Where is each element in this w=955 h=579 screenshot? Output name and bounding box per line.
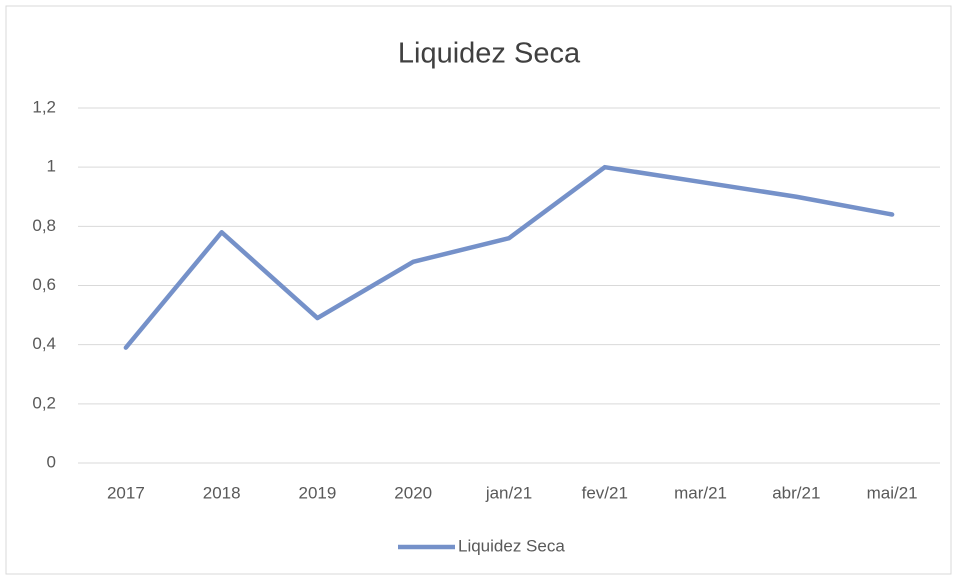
chart-title: Liquidez Seca	[398, 38, 581, 70]
x-tick-label: 2020	[394, 483, 432, 502]
x-tick-label: 2019	[299, 483, 337, 502]
x-tick-label: jan/21	[485, 483, 532, 502]
chart-border	[5, 5, 952, 575]
data-line	[123, 164, 895, 350]
x-tick-label: mai/21	[867, 483, 918, 502]
y-tick-label: 0	[47, 452, 56, 471]
y-tick-label: 0,6	[32, 275, 56, 294]
x-tick-label: fev/21	[582, 483, 628, 502]
x-tick-label: 2018	[203, 483, 241, 502]
x-tick-label: 2017	[107, 483, 145, 502]
y-tick-label: 1	[47, 157, 56, 176]
y-tick-label: 1,2	[32, 97, 56, 116]
y-tick-label: 0,8	[32, 216, 56, 235]
x-tick-label: mar/21	[674, 483, 727, 502]
y-tick-label: 0,4	[32, 334, 56, 353]
x-tick-label: abr/21	[772, 483, 820, 502]
y-tick-label: 0,2	[32, 393, 56, 412]
legend-label: Liquidez Seca	[458, 536, 565, 555]
